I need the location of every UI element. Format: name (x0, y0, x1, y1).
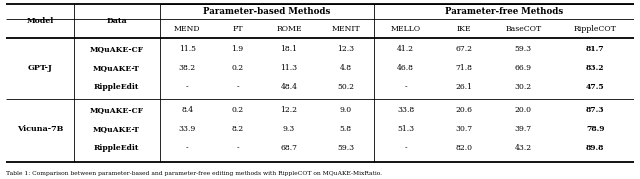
Text: RippleEdit: RippleEdit (94, 144, 140, 152)
Text: -: - (236, 83, 239, 91)
Text: 11.3: 11.3 (280, 64, 298, 72)
Text: 66.9: 66.9 (515, 64, 532, 72)
Text: 30.7: 30.7 (455, 125, 472, 133)
Text: 47.5: 47.5 (586, 83, 605, 91)
Text: MENIT: MENIT (332, 25, 360, 33)
Text: 1.9: 1.9 (232, 45, 244, 53)
Text: MQuAKE-CF: MQuAKE-CF (90, 106, 144, 113)
Text: 39.7: 39.7 (515, 125, 532, 133)
Text: 11.5: 11.5 (179, 45, 196, 53)
Text: 18.1: 18.1 (280, 45, 298, 53)
Text: 0.2: 0.2 (232, 106, 244, 113)
Text: 33.8: 33.8 (397, 106, 414, 113)
Text: Model: Model (26, 17, 54, 25)
Text: 9.0: 9.0 (340, 106, 352, 113)
Text: 59.3: 59.3 (337, 144, 354, 152)
Text: 20.6: 20.6 (455, 106, 472, 113)
Text: Parameter-free Methods: Parameter-free Methods (445, 7, 563, 16)
Text: 33.9: 33.9 (179, 125, 196, 133)
Text: 71.8: 71.8 (455, 64, 472, 72)
Text: ROME: ROME (276, 25, 302, 33)
Text: 9.3: 9.3 (283, 125, 295, 133)
Text: GPT-J: GPT-J (28, 64, 52, 72)
Text: 59.3: 59.3 (515, 45, 532, 53)
Text: 0.2: 0.2 (232, 64, 244, 72)
Text: 46.8: 46.8 (397, 64, 414, 72)
Text: -: - (404, 144, 407, 152)
Text: Vicuna-7B: Vicuna-7B (17, 125, 63, 133)
Text: Parameter-based Methods: Parameter-based Methods (203, 7, 330, 16)
Text: 12.3: 12.3 (337, 45, 354, 53)
Text: 83.2: 83.2 (586, 64, 605, 72)
Text: 38.2: 38.2 (179, 64, 196, 72)
Text: MQuAKE-T: MQuAKE-T (93, 64, 140, 72)
Text: 67.2: 67.2 (455, 45, 472, 53)
Text: 8.2: 8.2 (232, 125, 244, 133)
Text: MQuAKE-T: MQuAKE-T (93, 125, 140, 133)
Text: 43.2: 43.2 (515, 144, 532, 152)
Text: 12.2: 12.2 (280, 106, 298, 113)
Text: 41.2: 41.2 (397, 45, 414, 53)
Text: 4.8: 4.8 (340, 64, 352, 72)
Text: MEND: MEND (174, 25, 200, 33)
Text: 82.0: 82.0 (455, 144, 472, 152)
Text: -: - (236, 144, 239, 152)
Text: -: - (404, 83, 407, 91)
Text: 48.4: 48.4 (280, 83, 298, 91)
Text: 78.9: 78.9 (586, 125, 605, 133)
Text: FT: FT (232, 25, 243, 33)
Text: 30.2: 30.2 (515, 83, 532, 91)
Text: MQuAKE-CF: MQuAKE-CF (90, 45, 144, 53)
Text: -: - (186, 144, 188, 152)
Text: 81.7: 81.7 (586, 45, 605, 53)
Text: Table 1: Comparison between parameter-based and parameter-free editing methods w: Table 1: Comparison between parameter-ba… (6, 171, 383, 176)
Text: 68.7: 68.7 (280, 144, 298, 152)
Text: 89.8: 89.8 (586, 144, 605, 152)
Text: 87.3: 87.3 (586, 106, 605, 113)
Text: 26.1: 26.1 (455, 83, 472, 91)
Text: IKE: IKE (456, 25, 471, 33)
Text: 50.2: 50.2 (337, 83, 354, 91)
Text: -: - (186, 83, 188, 91)
Text: RippleEdit: RippleEdit (94, 83, 140, 91)
Text: 51.3: 51.3 (397, 125, 414, 133)
Text: RippleCOT: RippleCOT (574, 25, 617, 33)
Text: 8.4: 8.4 (181, 106, 193, 113)
Text: Data: Data (106, 17, 127, 25)
Text: 5.8: 5.8 (340, 125, 352, 133)
Text: MELLO: MELLO (390, 25, 421, 33)
Text: BaseCOT: BaseCOT (505, 25, 541, 33)
Text: 20.0: 20.0 (515, 106, 532, 113)
